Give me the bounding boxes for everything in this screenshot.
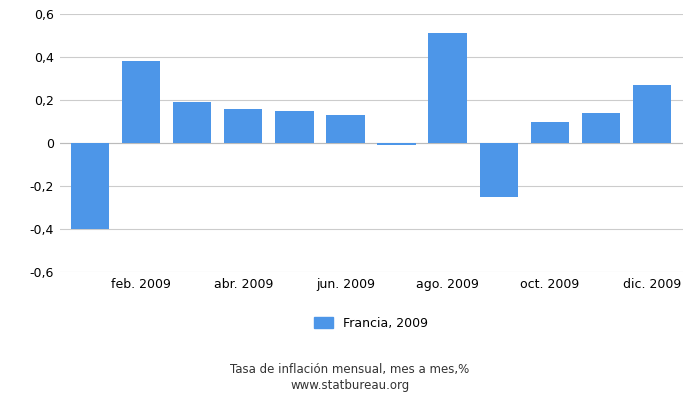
Bar bbox=[71, 143, 109, 229]
Bar bbox=[275, 111, 314, 143]
Legend: Francia, 2009: Francia, 2009 bbox=[309, 312, 433, 335]
Text: www.statbureau.org: www.statbureau.org bbox=[290, 380, 410, 392]
Bar bbox=[326, 115, 365, 143]
Bar bbox=[633, 85, 671, 143]
Bar bbox=[122, 61, 160, 143]
Bar bbox=[428, 33, 467, 143]
Text: Tasa de inflación mensual, mes a mes,%: Tasa de inflación mensual, mes a mes,% bbox=[230, 364, 470, 376]
Bar bbox=[173, 102, 211, 143]
Bar bbox=[531, 122, 569, 143]
Bar bbox=[224, 109, 262, 143]
Bar bbox=[480, 143, 518, 197]
Bar bbox=[582, 113, 620, 143]
Bar bbox=[377, 143, 416, 145]
